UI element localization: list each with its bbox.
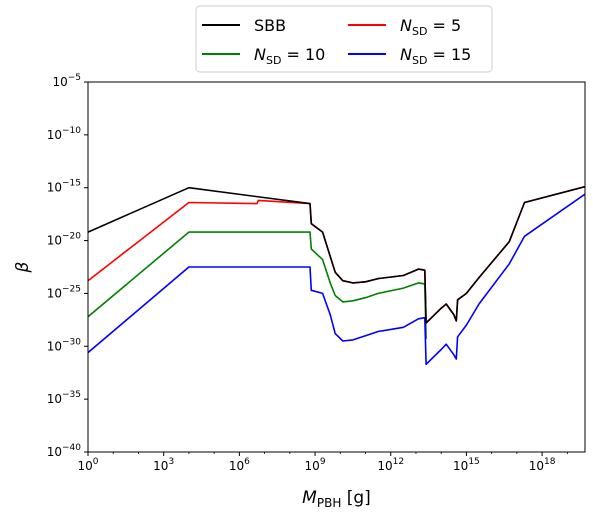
plot-area: 100 103 106 109 1012 1015 1018 10−510−1010−151… bbox=[47, 73, 586, 473]
x-tick-label-5: 1015 bbox=[453, 457, 480, 473]
x-axis-label: MPBH [g] bbox=[302, 488, 371, 510]
x-tick-label-0: 100 bbox=[77, 457, 98, 473]
legend-label-0: SBB bbox=[254, 16, 286, 35]
y-tick-label-3: 10−20 bbox=[47, 232, 82, 248]
x-tick-label-2: 106 bbox=[229, 457, 250, 473]
series-line-3 bbox=[88, 193, 585, 366]
y-tick-label-5: 10−30 bbox=[47, 337, 82, 353]
y-tick-label-1: 10−10 bbox=[47, 126, 82, 142]
legend-box bbox=[195, 5, 493, 73]
legend-label-1: NSD = 5 bbox=[400, 16, 461, 38]
x-tick-label-6: 1018 bbox=[529, 457, 556, 473]
y-tick-label-7: 10−40 bbox=[47, 443, 82, 459]
legend-label-3: NSD = 15 bbox=[400, 45, 471, 67]
x-axis-label-subscript: PBH bbox=[317, 496, 342, 510]
series-line-0 bbox=[88, 185, 585, 324]
y-axis-label: β bbox=[13, 261, 33, 273]
x-axis-label-unit: [g] bbox=[341, 488, 370, 508]
series-line-2 bbox=[88, 231, 427, 339]
x-tick-label-1: 103 bbox=[153, 457, 174, 473]
y-tick-label-2: 10−15 bbox=[47, 179, 81, 195]
y-tick-label-4: 10−25 bbox=[47, 284, 81, 300]
x-tick-label-3: 109 bbox=[305, 457, 326, 473]
legend: SBB NSD = 5 NSD = 10 NSD = 15 bbox=[195, 5, 493, 73]
plot-frame bbox=[87, 81, 586, 453]
y-tick-label-6: 10−35 bbox=[47, 390, 81, 406]
series-layer bbox=[88, 185, 585, 366]
x-axis: 100 103 106 109 1012 1015 1018 bbox=[77, 452, 568, 473]
y-tick-label-0: 10−5 bbox=[52, 73, 81, 89]
legend-label-2: NSD = 10 bbox=[254, 45, 325, 67]
x-axis-label-symbol: M bbox=[302, 488, 317, 508]
y-axis: 10−5 10−10 10−15 10−20 10−25 10−30 10−35 10−40 bbox=[47, 73, 88, 459]
x-tick-label-4: 1012 bbox=[377, 457, 404, 473]
